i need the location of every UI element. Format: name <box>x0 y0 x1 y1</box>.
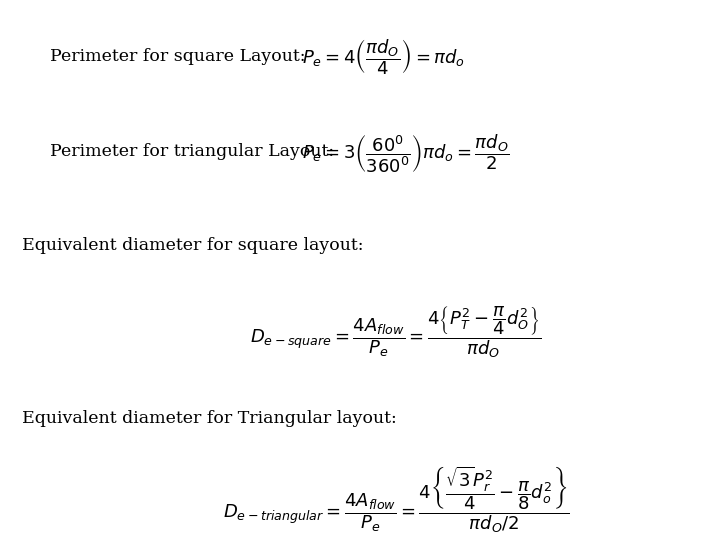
Text: Perimeter for triangular Layout:: Perimeter for triangular Layout: <box>50 143 335 160</box>
Text: $D_{e-triangular} = \dfrac{4A_{flow}}{P_e} = \dfrac{4\left\{\dfrac{\sqrt{3}P_r^2: $D_{e-triangular} = \dfrac{4A_{flow}}{P_… <box>222 464 570 535</box>
Text: Equivalent diameter for square layout:: Equivalent diameter for square layout: <box>22 237 363 254</box>
Text: Perimeter for square Layout:: Perimeter for square Layout: <box>50 48 306 65</box>
Text: Equivalent diameter for Triangular layout:: Equivalent diameter for Triangular layou… <box>22 410 396 427</box>
Text: $D_{e-square} = \dfrac{4A_{flow}}{P_e} = \dfrac{4\left\{P_T^2 - \dfrac{\pi}{4}d_: $D_{e-square} = \dfrac{4A_{flow}}{P_e} =… <box>251 304 541 360</box>
Text: $P_e = 4\left(\dfrac{\pi d_O}{4}\right) = \pi d_o$: $P_e = 4\left(\dfrac{\pi d_O}{4}\right) … <box>302 37 466 77</box>
Text: $P_e = 3\left(\dfrac{60^0}{360^0}\right)\pi d_o = \dfrac{\pi d_O}{2}$: $P_e = 3\left(\dfrac{60^0}{360^0}\right)… <box>302 132 510 176</box>
